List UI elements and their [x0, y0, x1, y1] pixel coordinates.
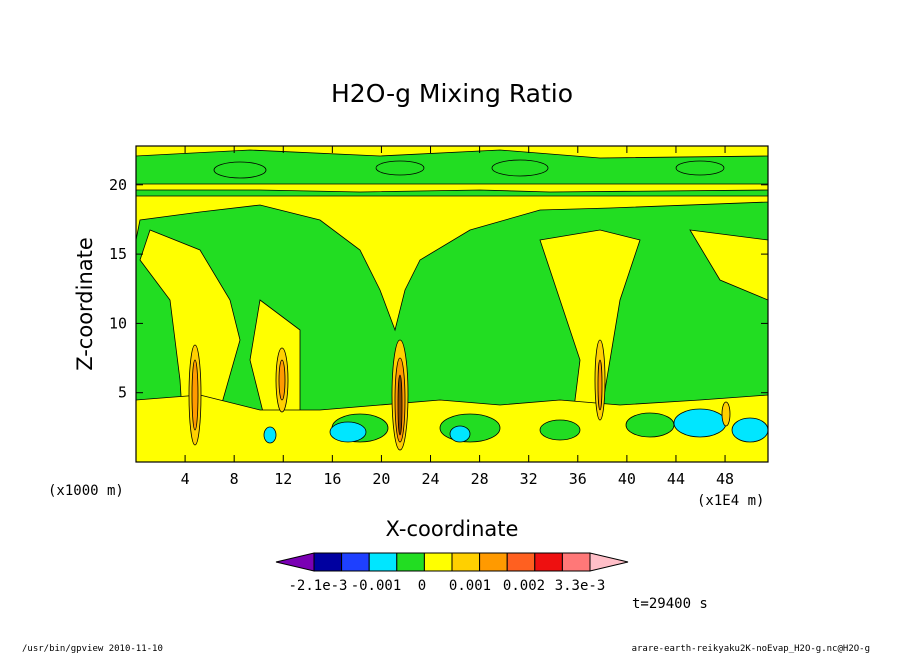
colorbar-box: [396, 552, 425, 572]
colorbar-labels: -2.1e-3 -0.001 0 0.001 0.002 3.3e-3: [288, 578, 605, 594]
x-tick-label: 36: [569, 470, 587, 488]
colorbar-under-arrow: [275, 552, 315, 572]
colorbar-box: [313, 552, 343, 572]
x-unit-note: (x1000 m): [48, 483, 124, 499]
x-tick-label: 4: [181, 470, 190, 488]
colorbar-box: [368, 552, 398, 572]
time-annotation: t=29400 s: [632, 596, 708, 612]
colorbar-box: [506, 552, 536, 572]
y-tick-label: 15: [109, 245, 127, 263]
x-tick-label: 28: [471, 470, 489, 488]
x-axis-label: X-coordinate: [386, 517, 519, 541]
colorbar-box: [479, 552, 508, 572]
colorbar-label: 0: [418, 578, 426, 594]
x-scale-note: (x1E4 m): [697, 493, 764, 509]
colorbar-over-arrow: [589, 552, 629, 572]
x-tick-label: 32: [520, 470, 538, 488]
y-tick-label: 10: [109, 314, 127, 332]
contour-yellow-regions: [135, 145, 769, 463]
x-tick-label: 24: [421, 470, 439, 488]
colorbar-label: -0.001: [351, 578, 402, 594]
y-tick-label: 5: [118, 384, 127, 402]
y-axis: 5 10 15 20: [109, 176, 768, 402]
x-axis: 4 8 12 16 20 24 28 32 36 40 44 48: [181, 146, 734, 488]
chart-title: H2O-g Mixing Ratio: [331, 79, 573, 108]
x-tick-label: 16: [323, 470, 341, 488]
y-axis-label: Z-coordinate: [73, 237, 97, 371]
x-tick-label: 48: [716, 470, 734, 488]
colorbar-label: 0.001: [449, 578, 491, 594]
colorbar-box: [451, 552, 481, 572]
contour-plume-cores: [188, 339, 731, 451]
footer-right: arare-earth-reikyaku2K-noEvap_H2O-g.nc@H…: [632, 644, 870, 654]
colorbar-label: -2.1e-3: [288, 578, 347, 594]
colorbar-label: 3.3e-3: [555, 578, 606, 594]
colorbar-box: [534, 552, 563, 572]
x-tick-label: 44: [667, 470, 685, 488]
x-tick-label: 20: [372, 470, 390, 488]
contour-cyan-regions: [263, 408, 769, 444]
y-tick-label: 20: [109, 176, 127, 194]
plot-frame: [135, 145, 769, 463]
colorbar-box: [561, 552, 591, 572]
x-tick-label: 8: [230, 470, 239, 488]
footer-left: /usr/bin/gpview 2010-11-10: [22, 644, 163, 654]
colorbar-box: [341, 552, 370, 572]
colorbar-box: [423, 552, 453, 572]
colorbar: [275, 552, 629, 572]
x-tick-label: 40: [618, 470, 636, 488]
colorbar-label: 0.002: [503, 578, 545, 594]
x-tick-label: 12: [274, 470, 292, 488]
plot-area: [135, 145, 769, 463]
